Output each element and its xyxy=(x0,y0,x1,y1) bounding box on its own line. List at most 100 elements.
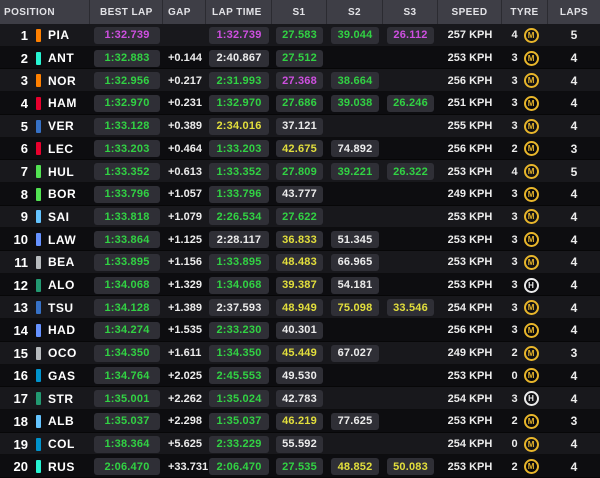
laps-cell: 4 xyxy=(548,183,600,206)
driver-row-ver[interactable]: 5 VER 1:33.128 +0.389 2:34.016 37.121 255 KPH 3… xyxy=(0,114,600,138)
team-color-bar xyxy=(36,51,41,65)
driver-row-tsu[interactable]: 13 TSU 1:34.128 +1.389 2:37.593 48.949 75.098 3… xyxy=(0,296,600,320)
sector-2-cell xyxy=(327,183,383,206)
sector-2-value: 67.027 xyxy=(331,344,379,362)
driver-row-gas[interactable]: 16 GAS 1:34.764 +2.025 2:45.553 49.530 253 KPH… xyxy=(0,364,600,388)
tyre-age: 3 xyxy=(511,120,518,133)
driver-row-law[interactable]: 10 LAW 1:33.864 +1.125 2:28.117 36.833 51.345 2… xyxy=(0,228,600,252)
speed-cell: 254 KPH xyxy=(438,296,502,319)
gap-cell: +33.731 xyxy=(163,455,209,478)
team-color-bar xyxy=(36,74,41,88)
position-cell: 3 NOR xyxy=(0,69,90,92)
sector-3-cell xyxy=(383,251,438,274)
laps-cell: 4 xyxy=(548,251,600,274)
driver-code: OCO xyxy=(48,346,77,361)
driver-row-sai[interactable]: 9 SAI 1:33.818 +1.079 2:26.534 27.622 253 KPH 3… xyxy=(0,205,600,229)
team-color-bar xyxy=(36,278,41,292)
sector-1-cell: 48.483 xyxy=(272,251,327,274)
position-number: 10 xyxy=(13,232,28,248)
best-lap-value: 1:34.274 xyxy=(94,321,160,339)
lap-time-value: 2:45.553 xyxy=(209,367,269,385)
tyre-age: 3 xyxy=(511,324,518,337)
driver-row-lec[interactable]: 6 LEC 1:33.203 +0.464 1:33.203 42.675 74.892 25… xyxy=(0,137,600,161)
laps-value: 4 xyxy=(570,459,578,474)
driver-row-bea[interactable]: 11 BEA 1:33.895 +1.156 1:33.895 48.483 66.965 2… xyxy=(0,251,600,274)
gap-cell xyxy=(163,24,206,47)
driver-row-hul[interactable]: 7 HUL 1:33.352 +0.613 1:33.352 27.809 39.221 26… xyxy=(0,160,600,183)
laps-value: 4 xyxy=(570,323,578,338)
lap-time-cell: 1:33.796 xyxy=(206,183,272,206)
position-number: 9 xyxy=(20,209,28,225)
speed-value: 253 KPH xyxy=(447,279,493,292)
team-color-bar xyxy=(36,392,41,406)
sector-2-cell xyxy=(327,387,383,410)
best-lap-cell: 1:32.956 xyxy=(90,69,163,92)
sector-1-value: 48.949 xyxy=(276,299,323,317)
speed-value: 256 KPH xyxy=(447,74,493,87)
best-lap-cell: 1:34.274 xyxy=(90,319,163,342)
driver-row-had[interactable]: 14 HAD 1:34.274 +1.535 2:33.230 40.301 256 KPH… xyxy=(0,319,600,342)
speed-cell: 253 KPH xyxy=(438,228,502,251)
driver-row-col[interactable]: 19 COL 1:38.364 +5.625 2:33.229 55.592 254 KPH… xyxy=(0,432,600,456)
position-number: 7 xyxy=(20,164,28,180)
sector-1-value: 55.592 xyxy=(276,435,323,453)
driver-row-pia[interactable]: 1 PIA 1:32.739 1:32.739 27.583 39.044 26.112 25… xyxy=(0,24,600,47)
position-number: 16 xyxy=(13,368,28,384)
sector-3-cell xyxy=(383,342,438,365)
tyre-age: 3 xyxy=(511,233,518,246)
driver-row-ant[interactable]: 2 ANT 1:32.883 +0.144 2:40.867 27.512 253 KPH 3… xyxy=(0,46,600,70)
driver-row-ham[interactable]: 4 HAM 1:32.970 +0.231 1:32.970 27.686 39.038 26… xyxy=(0,92,600,115)
driver-row-alb[interactable]: 18 ALB 1:35.037 +2.298 1:35.037 46.219 77.625 2… xyxy=(0,409,600,433)
driver-row-oco[interactable]: 15 OCO 1:34.350 +1.611 1:34.350 45.449 67.027 2… xyxy=(0,341,600,365)
gap-cell: +0.613 xyxy=(163,160,206,183)
driver-row-bor[interactable]: 8 BOR 1:33.796 +1.057 1:33.796 43.777 249 KPH 3… xyxy=(0,182,600,206)
best-lap-cell: 1:34.068 xyxy=(90,274,163,297)
laps-value: 5 xyxy=(570,28,578,43)
driver-row-alo[interactable]: 12 ALO 1:34.068 +1.329 1:34.068 39.387 54.181 2… xyxy=(0,273,600,297)
tyre-age: 3 xyxy=(511,188,518,201)
sector-1-cell: 42.783 xyxy=(272,387,327,410)
laps-cell: 4 xyxy=(548,296,600,319)
driver-row-nor[interactable]: 3 NOR 1:32.956 +0.217 2:31.993 27.368 38.664 25… xyxy=(0,69,600,93)
laps-value: 4 xyxy=(570,209,578,224)
tyre-age: 3 xyxy=(511,52,518,65)
column-header-s1: S1 xyxy=(272,0,327,24)
tyre-compound-icon: M xyxy=(523,186,539,202)
sector-3-value: 33.546 xyxy=(387,299,434,317)
position-number: 1 xyxy=(20,27,28,43)
team-color-bar xyxy=(36,437,41,451)
driver-row-str[interactable]: 17 STR 1:35.001 +2.262 1:35.024 42.783 254 KPH… xyxy=(0,387,600,410)
gap-cell: +0.231 xyxy=(163,92,206,115)
lap-time-cell: 2:31.993 xyxy=(206,69,272,92)
position-number: 13 xyxy=(13,300,28,316)
laps-cell: 3 xyxy=(548,342,600,365)
position-number: 6 xyxy=(20,141,28,157)
laps-value: 3 xyxy=(570,414,578,429)
driver-row-rus[interactable]: 20 RUS 2:06.470 +33.731 2:06.470 27.535 48.852… xyxy=(0,455,600,478)
gap-value: +33.731 xyxy=(168,460,209,473)
position-cell: 8 BOR xyxy=(0,183,90,206)
best-lap-value: 1:33.128 xyxy=(94,117,160,135)
team-color-bar xyxy=(36,28,41,42)
lap-time-value: 1:33.352 xyxy=(209,163,269,181)
position-cell: 1 PIA xyxy=(0,24,90,47)
position-number: 15 xyxy=(13,345,28,361)
sector-3-cell xyxy=(383,47,438,70)
sector-1-cell: 27.686 xyxy=(272,92,327,115)
best-lap-cell: 1:32.739 xyxy=(90,24,163,47)
lap-time-value: 2:26.534 xyxy=(209,208,269,226)
laps-cell: 3 xyxy=(548,410,600,433)
sector-3-cell xyxy=(383,274,438,297)
gap-value: +2.262 xyxy=(168,392,202,405)
driver-code: LEC xyxy=(48,141,74,156)
team-color-bar xyxy=(36,323,41,337)
sector-1-value: 42.783 xyxy=(276,390,323,408)
lap-time-cell: 2:37.593 xyxy=(206,296,272,319)
best-lap-cell: 1:33.818 xyxy=(90,206,163,229)
best-lap-value: 1:35.001 xyxy=(94,390,160,408)
best-lap-cell: 1:34.350 xyxy=(90,342,163,365)
